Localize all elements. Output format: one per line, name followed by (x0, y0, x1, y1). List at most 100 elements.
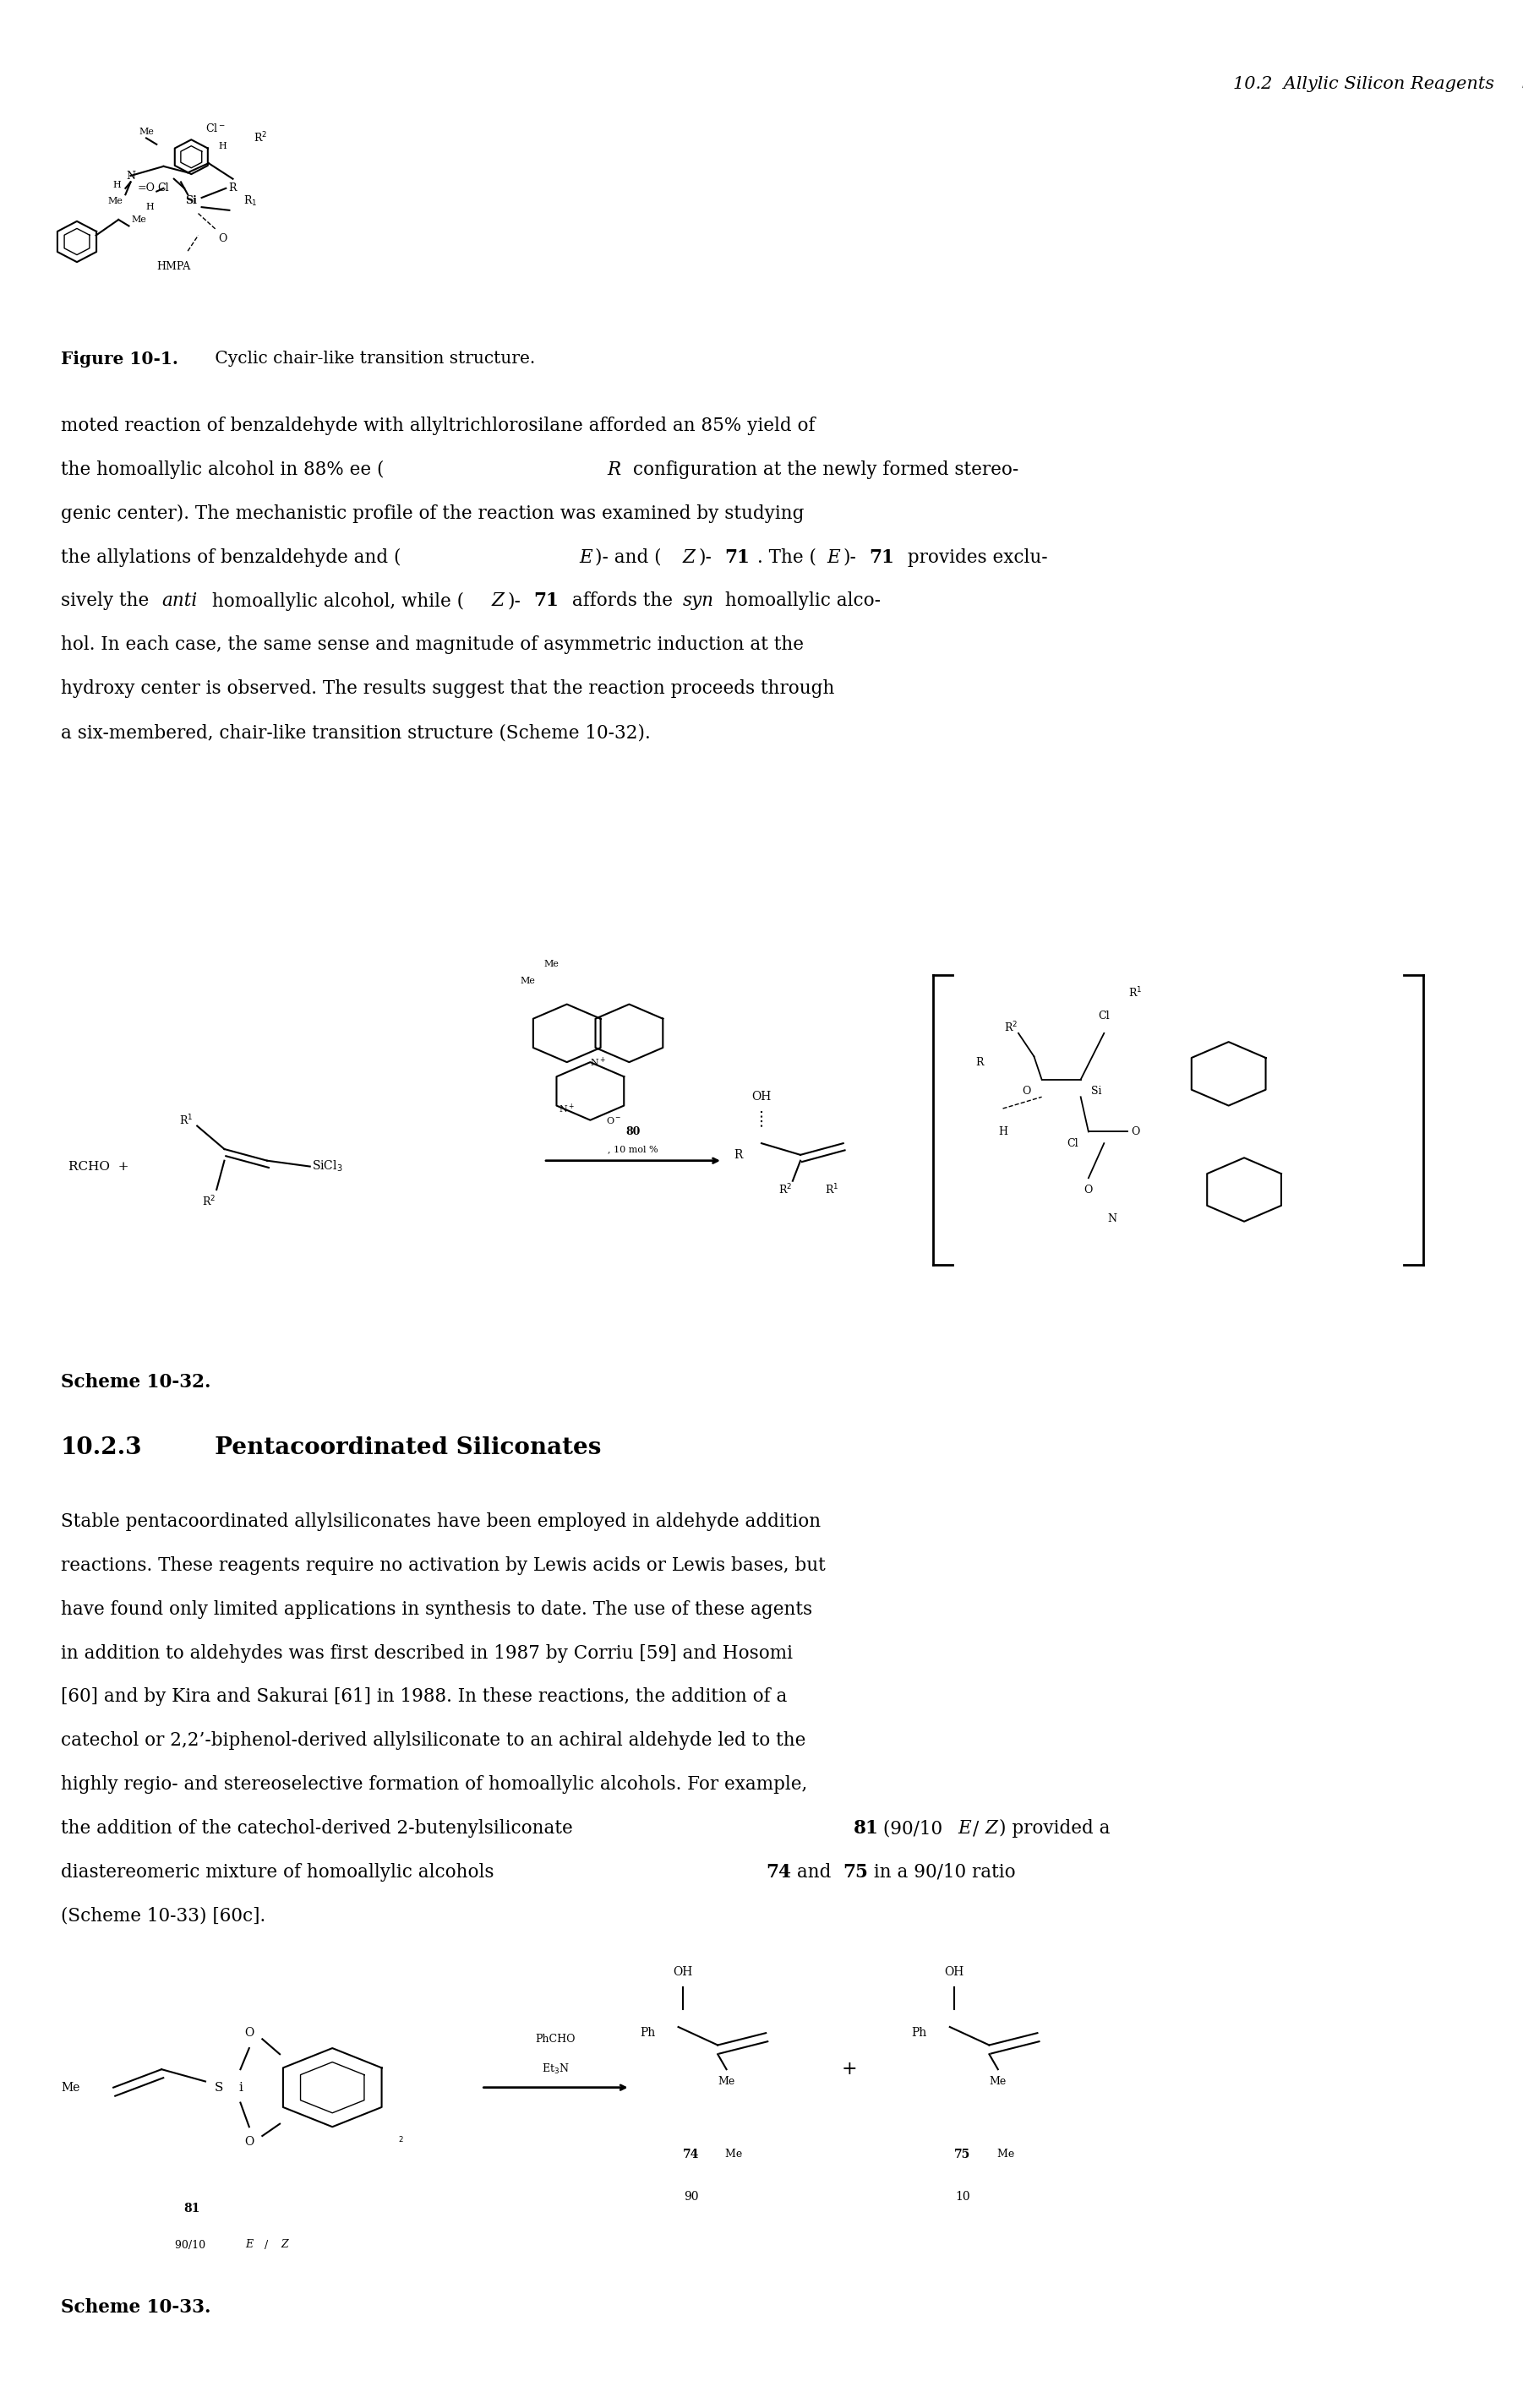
Text: N$^+$: N$^+$ (559, 1103, 574, 1115)
Text: N: N (1107, 1214, 1116, 1223)
Text: 81: 81 (853, 1818, 879, 1837)
Text: /: / (265, 2239, 268, 2251)
Text: 10.2.3: 10.2.3 (61, 1435, 143, 1459)
Text: configuration at the newly formed stereo-: configuration at the newly formed stereo… (627, 460, 1019, 479)
Text: OH: OH (752, 1091, 771, 1103)
Text: $_2$: $_2$ (398, 2133, 404, 2146)
Text: OH: OH (673, 1967, 693, 1979)
Text: R$^2$: R$^2$ (1004, 1021, 1017, 1035)
Text: N$^+$: N$^+$ (589, 1055, 606, 1069)
Text: hol. In each case, the same sense and magnitude of asymmetric induction at the: hol. In each case, the same sense and ma… (61, 636, 804, 655)
Text: . The (: . The ( (757, 549, 816, 566)
Text: H: H (218, 142, 227, 149)
Text: +: + (841, 2059, 857, 2078)
Text: O: O (244, 2028, 254, 2040)
Text: the addition of the catechol-derived 2-butenylsiliconate: the addition of the catechol-derived 2-b… (61, 1818, 579, 1837)
Text: O$^-$: O$^-$ (606, 1115, 621, 1125)
Text: Cl: Cl (1068, 1139, 1078, 1149)
Text: O: O (1084, 1185, 1094, 1194)
Text: Me: Me (521, 978, 536, 985)
Text: E: E (958, 1818, 970, 1837)
Text: E: E (245, 2239, 253, 2251)
Text: O: O (244, 2136, 254, 2148)
Text: Ph: Ph (911, 2028, 928, 2040)
Text: sively the: sively the (61, 592, 155, 612)
Text: Me: Me (544, 958, 559, 968)
Text: (Scheme 10-33) [60c].: (Scheme 10-33) [60c]. (61, 1907, 265, 1926)
Text: diastereomeric mixture of homoallylic alcohols: diastereomeric mixture of homoallylic al… (61, 1864, 500, 1881)
Text: =O: =O (137, 183, 155, 193)
Text: in a 90/10 ratio: in a 90/10 ratio (868, 1864, 1016, 1881)
Text: Me: Me (139, 128, 154, 135)
Text: 71: 71 (533, 592, 559, 612)
Text: 71: 71 (725, 549, 749, 566)
Text: R: R (228, 183, 238, 193)
Text: E: E (827, 549, 839, 566)
Text: 71: 71 (868, 549, 894, 566)
Text: 90: 90 (684, 2191, 699, 2203)
Text: 75: 75 (842, 1864, 868, 1881)
Text: Et$_3$N: Et$_3$N (542, 2064, 570, 2076)
Text: moted reaction of benzaldehyde with allyltrichlorosilane afforded an 85% yield o: moted reaction of benzaldehyde with ally… (61, 417, 815, 436)
Text: O: O (218, 234, 227, 243)
Text: )- and (: )- and ( (595, 549, 661, 566)
Text: Cl$^-$: Cl$^-$ (206, 123, 225, 135)
Text: 81: 81 (184, 2203, 201, 2215)
Text: anti: anti (161, 592, 196, 612)
Text: genic center). The mechanistic profile of the reaction was examined by studying: genic center). The mechanistic profile o… (61, 503, 804, 523)
Text: RCHO  +: RCHO + (69, 1161, 129, 1173)
Text: Z: Z (280, 2239, 288, 2251)
Text: R: R (606, 460, 620, 479)
Text: homoallylic alco-: homoallylic alco- (719, 592, 880, 612)
Text: syn: syn (682, 592, 714, 612)
Text: /: / (973, 1818, 979, 1837)
Text: )-: )- (507, 592, 521, 612)
Text: Me: Me (993, 2148, 1014, 2160)
Text: Pentacoordinated Siliconates: Pentacoordinated Siliconates (198, 1435, 602, 1459)
Text: hydroxy center is observed. The results suggest that the reaction proceeds throu: hydroxy center is observed. The results … (61, 679, 835, 698)
Text: R$^2$: R$^2$ (254, 130, 268, 144)
Text: Cl: Cl (1098, 1011, 1110, 1021)
Text: HMPA: HMPA (157, 260, 190, 272)
Text: R$^2$: R$^2$ (203, 1194, 216, 1209)
Text: in addition to aldehydes was first described in 1987 by Corriu [59] and Hosomi: in addition to aldehydes was first descr… (61, 1645, 793, 1662)
Text: Ph: Ph (640, 2028, 655, 2040)
Text: the homoallylic alcohol in 88% ee (: the homoallylic alcohol in 88% ee ( (61, 460, 384, 479)
Text: Me: Me (61, 2081, 79, 2093)
Text: 74: 74 (766, 1864, 790, 1881)
Text: Figure 10-1.: Figure 10-1. (61, 352, 178, 368)
Text: [60] and by Kira and Sakurai [61] in 1988. In these reactions, the addition of a: [60] and by Kira and Sakurai [61] in 198… (61, 1688, 787, 1707)
Text: affords the: affords the (567, 592, 679, 612)
Text: O: O (1022, 1086, 1031, 1096)
Text: 10.2  Allylic Silicon Reagents     325: 10.2 Allylic Silicon Reagents 325 (1234, 77, 1523, 92)
Text: R$^2$: R$^2$ (778, 1182, 792, 1197)
Text: Scheme 10-33.: Scheme 10-33. (61, 2297, 210, 2316)
Text: R$^1$: R$^1$ (1129, 985, 1142, 999)
Text: Me: Me (717, 2076, 736, 2088)
Text: the allylations of benzaldehyde and (: the allylations of benzaldehyde and ( (61, 549, 401, 566)
Text: Stable pentacoordinated allylsiliconates have been employed in aldehyde addition: Stable pentacoordinated allylsiliconates… (61, 1512, 821, 1531)
Text: have found only limited applications in synthesis to date. The use of these agen: have found only limited applications in … (61, 1599, 812, 1618)
Text: 74: 74 (682, 2148, 699, 2160)
Text: , 10 mol %: , 10 mol % (608, 1144, 658, 1153)
Text: highly regio- and stereoselective formation of homoallylic alcohols. For example: highly regio- and stereoselective format… (61, 1775, 807, 1794)
Text: catechol or 2,2’-biphenol-derived allylsiliconate to an achiral aldehyde led to : catechol or 2,2’-biphenol-derived allyls… (61, 1731, 806, 1751)
Text: Me: Me (108, 197, 122, 205)
Text: )-: )- (698, 549, 711, 566)
Text: 10: 10 (955, 2191, 970, 2203)
Text: H: H (113, 181, 120, 190)
Text: R: R (734, 1149, 743, 1161)
Text: H: H (146, 202, 154, 212)
Text: R: R (975, 1057, 984, 1067)
Text: R$^1$: R$^1$ (824, 1182, 839, 1197)
Text: (90/10: (90/10 (877, 1818, 949, 1837)
Text: Cyclic chair-like transition structure.: Cyclic chair-like transition structure. (210, 352, 535, 366)
Text: Cl: Cl (158, 183, 169, 193)
Text: R$^1$: R$^1$ (180, 1112, 193, 1127)
Text: and: and (790, 1864, 838, 1881)
Text: R$_1$: R$_1$ (244, 195, 257, 207)
Text: E: E (579, 549, 592, 566)
Text: 80: 80 (626, 1127, 640, 1137)
Text: SiCl$_3$: SiCl$_3$ (312, 1158, 343, 1173)
Text: ) provided a: ) provided a (999, 1818, 1110, 1837)
